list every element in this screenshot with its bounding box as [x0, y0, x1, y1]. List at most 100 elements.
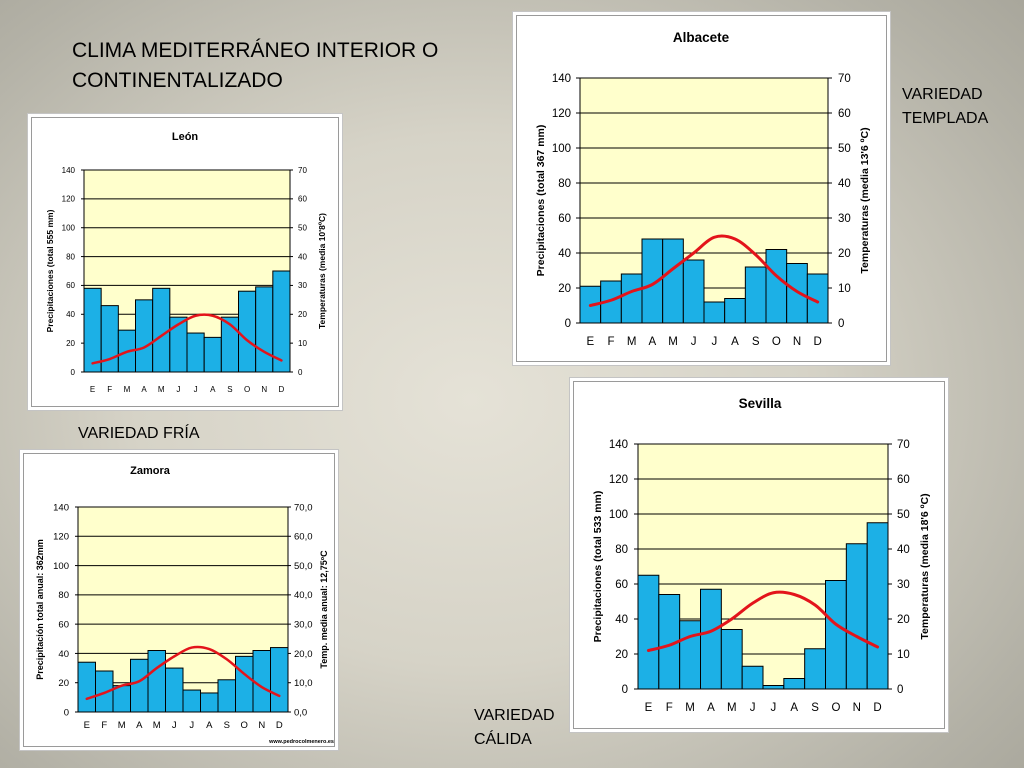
y-tick-label-left: 20 [615, 649, 628, 661]
chart-border [573, 381, 945, 729]
month-label: M [627, 336, 637, 348]
chart-zamora: Zamora 0 20 40 60 80 100 120 140 0,0 10,0 20,0 30,0 4… [20, 450, 338, 750]
chart-canvas: Sevilla 0 20 40 60 80 100 120 140 0 10 20 30 40 50 60 70… [573, 381, 945, 729]
precipitation-bar [720, 629, 743, 690]
precipitation-bar [741, 665, 764, 690]
precipitation-bar [100, 305, 119, 373]
month-label: A [141, 385, 147, 394]
precipitation-bar [235, 655, 254, 713]
y-tick-label-right: 0,0 [294, 707, 307, 718]
precipitation-bar [203, 336, 222, 373]
y-axis-title-right: Temp. media anual: 12,75ºC [319, 550, 329, 669]
month-label: F [607, 336, 614, 348]
y-tick-label-right: 20 [897, 614, 910, 626]
precipitation-bar [825, 580, 847, 690]
precipitation-bar [182, 689, 201, 713]
y-tick-label-left: 120 [552, 108, 571, 120]
precipitation-bar [679, 620, 701, 690]
precipitation-bar [700, 588, 722, 690]
y-tick-label-left: 100 [62, 224, 76, 233]
y-tick-label-right: 40,0 [294, 590, 313, 601]
plot-border [579, 77, 829, 324]
y-tick-label-left: 20 [58, 678, 69, 689]
slide-title-line: CONTINENTALIZADO [72, 69, 283, 92]
y-tick-label-right: 10 [897, 649, 910, 661]
y-tick-label-right: 20,0 [294, 649, 313, 660]
y-axis-right: 0 10 20 30 40 50 60 70 [888, 439, 910, 696]
label-variedad-calida: VARIEDAD CÁLIDA [474, 704, 555, 752]
y-tick-label-right: 60 [298, 195, 307, 204]
precipitation-bars [637, 522, 889, 690]
temperature-line [588, 234, 820, 307]
precipitation-bar [255, 286, 274, 373]
y-tick-label-left: 120 [53, 532, 69, 543]
month-label: M [668, 336, 678, 348]
y-tick-label-left: 120 [62, 195, 76, 204]
y-tick-label-right: 10 [838, 283, 851, 295]
precipitation-bars [579, 238, 829, 324]
precipitation-bar [783, 678, 806, 690]
y-tick-label-left: 0 [71, 368, 76, 377]
month-label: O [772, 336, 781, 348]
month-label: A [206, 720, 213, 731]
month-label: A [731, 336, 739, 348]
chart-title: Zamora [130, 465, 171, 477]
y-tick-label-left: 80 [66, 252, 75, 261]
month-label: M [158, 385, 165, 394]
y-tick-label-right: 30,0 [294, 619, 313, 630]
precipitation-bar [112, 685, 131, 713]
y-tick-label-left: 100 [53, 561, 69, 572]
y-tick-label-left: 60 [615, 579, 628, 591]
label-line: VARIEDAD [474, 707, 555, 724]
precipitation-bar [662, 238, 684, 324]
month-label: D [276, 720, 283, 731]
y-tick-label-right: 10,0 [294, 678, 313, 689]
y-tick-label-right: 20 [298, 310, 307, 319]
precipitation-bar [238, 290, 257, 373]
month-label: N [258, 720, 265, 731]
y-tick-label-right: 60 [838, 108, 851, 120]
precipitation-bar [620, 273, 643, 324]
month-label: J [189, 720, 194, 731]
chart-border [31, 117, 339, 407]
month-label: F [101, 720, 107, 731]
y-tick-label-right: 70 [298, 166, 307, 175]
month-label: S [752, 336, 760, 348]
month-label: J [691, 336, 697, 348]
month-label: J [750, 702, 756, 714]
month-label: M [727, 702, 737, 714]
month-label: E [90, 385, 95, 394]
y-tick-label-left: 100 [552, 143, 571, 155]
month-label: D [814, 336, 822, 348]
y-tick-label-left: 60 [66, 281, 75, 290]
chart-border [23, 453, 335, 747]
y-tick-label-left: 0 [565, 318, 571, 330]
month-label: J [176, 385, 180, 394]
month-label: E [645, 702, 653, 714]
y-axis-right: 0 10 20 30 40 50 60 70 [290, 166, 307, 377]
month-label: E [586, 336, 594, 348]
y-tick-label-right: 30 [838, 213, 851, 225]
chart-title: León [172, 131, 199, 143]
month-label: M [118, 720, 126, 731]
y-axis-left: 0 20 40 60 80 100 120 140 [53, 502, 78, 718]
month-label: A [648, 336, 656, 348]
chart-leon: León 0 20 40 60 80 100 120 140 0 10 20 30 40 50 60 70 E F M… [28, 114, 342, 410]
precipitation-bar [866, 522, 889, 690]
y-tick-label-left: 140 [609, 439, 628, 451]
y-axis-title-left: Precipitaciones (total 533 mm) [592, 491, 604, 643]
y-axis-title-left: Precipitaciones (total 555 mm) [45, 209, 55, 332]
plot-border [77, 506, 289, 713]
precipitation-bar [724, 298, 746, 324]
y-tick-label-left: 0 [64, 707, 69, 718]
month-label: J [194, 385, 198, 394]
chart-credit: www.pedrocolmenero.es [268, 739, 334, 745]
temperature-line [91, 313, 283, 365]
y-tick-label-right: 70 [838, 73, 851, 85]
y-axis-right: 0,0 10,0 20,0 30,0 40,0 50,0 60,0 70,0 [288, 502, 313, 718]
plot-border [637, 443, 889, 690]
month-label: S [224, 720, 230, 731]
